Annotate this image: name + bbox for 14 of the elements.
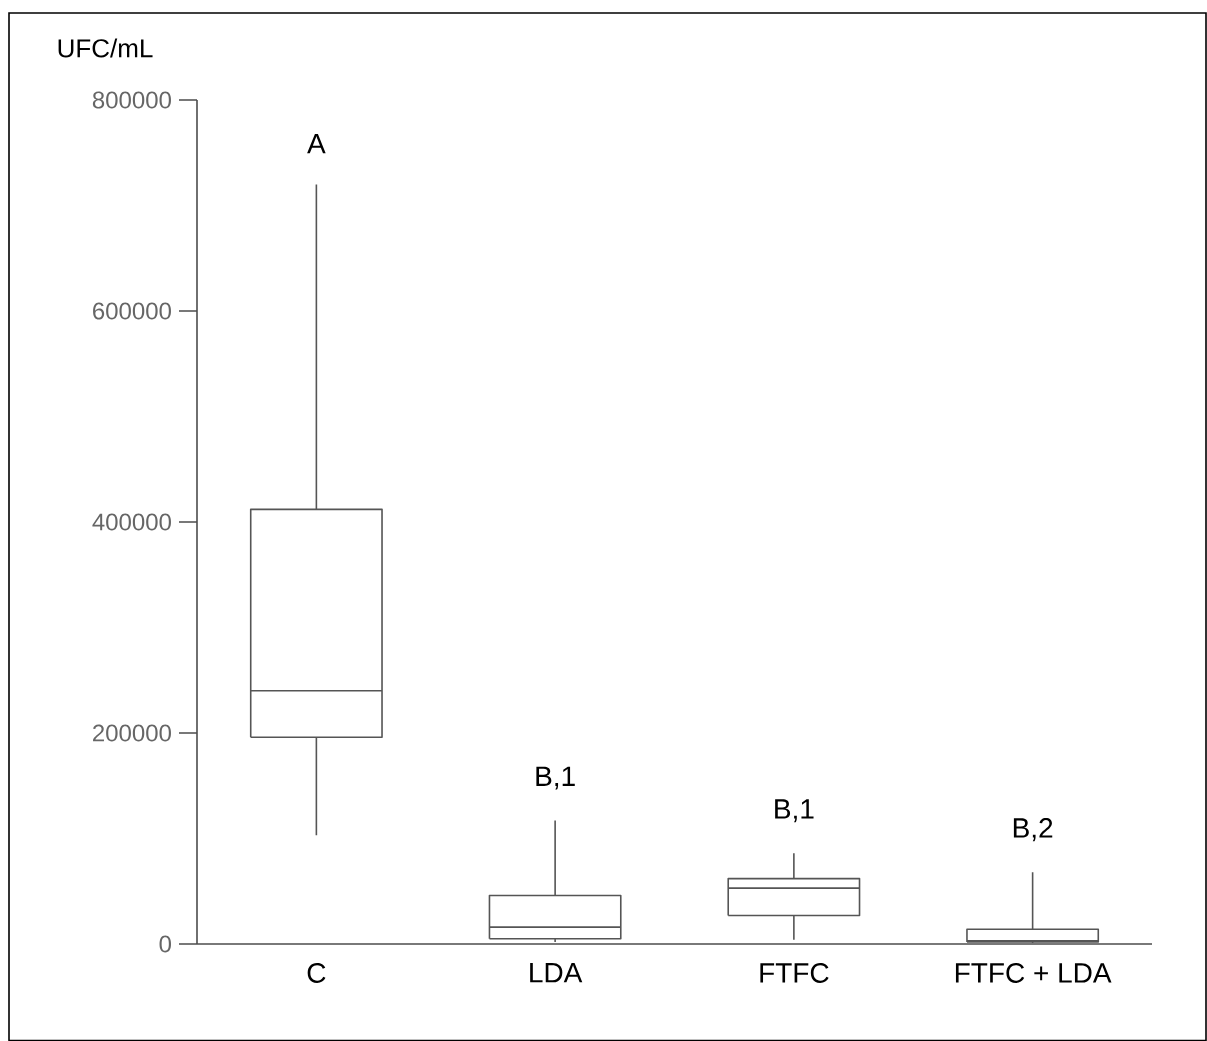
annotation: B,2 [1013, 818, 1053, 842]
y-tick-label: 800000 [92, 91, 171, 109]
y-tick-label: 600000 [93, 302, 171, 320]
annotation: A [307, 134, 326, 154]
annotation: B,1 [775, 799, 814, 823]
x-tick-label: C [307, 963, 326, 983]
y-tick-label: 200000 [93, 724, 171, 742]
x-tick-label: LDA [530, 963, 583, 983]
y-tick-label: 400000 [92, 513, 171, 531]
x-tick-label: FTFC + LDA [955, 963, 1112, 983]
x-tick-label: FTFC [760, 963, 829, 983]
y-tick-label: 0 [159, 935, 171, 953]
annotation: B,1 [536, 766, 575, 790]
y-axis-title: UFC/mL [58, 38, 153, 58]
